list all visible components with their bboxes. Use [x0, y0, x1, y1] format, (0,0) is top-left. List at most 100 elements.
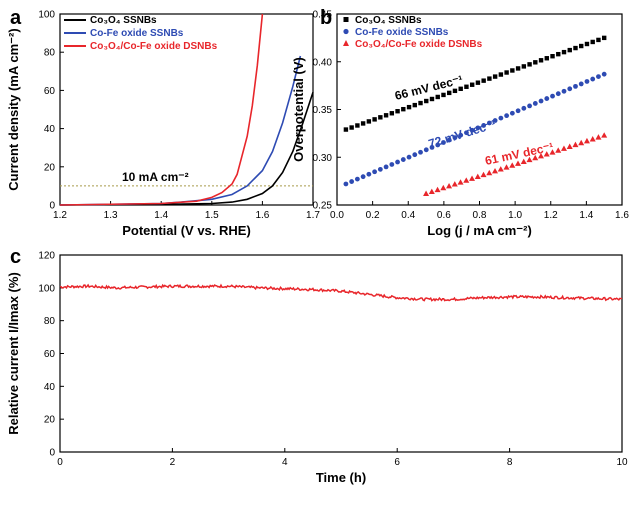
- legend-marker-b-0: [343, 17, 349, 22]
- data-point-b-0: [510, 68, 515, 73]
- data-point-b-0: [458, 86, 463, 92]
- data-point-b-2: [469, 175, 476, 181]
- y-tick-label-a: 80: [44, 48, 56, 59]
- data-point-b-1: [423, 147, 429, 153]
- x-tick-label-b: 1.2: [544, 210, 558, 221]
- data-point-b-0: [544, 56, 549, 61]
- data-point-b-2: [503, 164, 510, 170]
- y-tick-label-c: 40: [44, 382, 56, 393]
- legend-label-a-1: Co-Fe oxide SSNBs: [90, 28, 184, 39]
- series-line-a-0: [59, 92, 314, 206]
- legend-marker-b-2: [343, 40, 349, 46]
- x-tick-label-b: 1.6: [615, 210, 629, 221]
- legend-label-a-0: Co₃O₄ SSNBs: [90, 15, 157, 26]
- slope-label-b-1: 72 mV dec⁻¹: [427, 117, 498, 151]
- x-tick-label-a: 1.7: [306, 210, 320, 221]
- data-point-b-1: [504, 113, 510, 119]
- x-tick-label-a: 1.6: [255, 210, 269, 221]
- series-line-c-0: [59, 283, 623, 302]
- data-point-b-2: [451, 181, 458, 187]
- data-point-b-1: [532, 101, 538, 106]
- data-point-b-0: [492, 74, 498, 79]
- data-point-b-1: [343, 181, 349, 187]
- data-point-b-0: [412, 102, 417, 108]
- y-axis-label-a: Current density (mA cm⁻²): [6, 28, 21, 190]
- data-point-b-1: [354, 176, 360, 182]
- data-point-b-2: [549, 149, 556, 155]
- y-tick-label-b: 0.45: [313, 10, 333, 21]
- data-point-b-2: [537, 152, 544, 159]
- data-point-b-1: [464, 130, 469, 136]
- data-point-b-2: [601, 132, 608, 138]
- data-point-b-1: [441, 140, 446, 145]
- legend-label-b-1: Co-Fe oxide SSNBs: [355, 27, 449, 38]
- data-point-b-2: [428, 188, 435, 195]
- x-axis-label-a: Potential (V vs. RHE): [122, 223, 251, 238]
- data-point-b-2: [572, 141, 579, 148]
- y-tick-label-c: 60: [44, 349, 56, 360]
- data-point-b-1: [406, 154, 412, 160]
- y-axis-label-c: Relative current I/Imax (%): [6, 272, 21, 435]
- data-point-b-1: [418, 149, 423, 155]
- data-point-b-1: [366, 171, 372, 177]
- data-point-b-1: [377, 166, 383, 172]
- y-tick-label-b: 0.30: [313, 153, 333, 164]
- data-point-b-1: [435, 142, 441, 148]
- data-point-b-2: [543, 151, 550, 157]
- data-point-b-1: [498, 115, 504, 121]
- data-point-b-2: [566, 143, 573, 149]
- data-point-b-0: [424, 98, 429, 104]
- data-point-b-0: [475, 80, 481, 85]
- data-point-b-2: [526, 156, 533, 163]
- data-point-b-0: [447, 90, 452, 96]
- data-point-b-1: [389, 162, 395, 167]
- data-point-b-2: [440, 184, 447, 191]
- data-point-b-0: [435, 94, 440, 100]
- y-tick-label-a: 20: [44, 162, 56, 173]
- data-point-b-0: [441, 92, 446, 98]
- data-point-b-0: [556, 51, 561, 57]
- data-point-b-0: [527, 62, 532, 67]
- panel-label-c: c: [10, 246, 21, 268]
- data-point-b-0: [406, 104, 412, 110]
- data-point-b-2: [532, 154, 539, 161]
- data-point-b-1: [590, 76, 596, 82]
- legend-label-b-0: Co₃O₄ SSNBs: [355, 15, 422, 26]
- y-tick-label-a: 0: [49, 201, 55, 212]
- data-point-b-1: [412, 152, 418, 158]
- data-point-b-0: [579, 43, 584, 49]
- data-point-b-2: [595, 134, 602, 140]
- y-tick-label-b: 0.25: [313, 201, 333, 212]
- reference-annotation: 10 mA cm⁻²: [122, 170, 189, 184]
- data-point-b-1: [584, 79, 590, 84]
- y-tick-label-a: 40: [44, 124, 56, 135]
- data-point-b-2: [589, 136, 596, 142]
- data-point-b-0: [429, 96, 435, 102]
- y-tick-label-c: 0: [49, 448, 55, 459]
- data-point-b-0: [573, 45, 578, 51]
- y-tick-label-c: 20: [44, 415, 56, 426]
- data-point-b-1: [486, 120, 492, 126]
- data-point-b-0: [504, 70, 509, 75]
- data-point-b-1: [349, 179, 355, 184]
- plot-frame-a: [59, 13, 314, 206]
- slope-label-b-0: 66 mV dec⁻¹: [393, 72, 464, 102]
- y-tick-label-c: 80: [44, 316, 56, 327]
- x-tick-label-c: 10: [616, 457, 628, 468]
- data-point-b-2: [434, 186, 441, 193]
- y-tick-label-c: 120: [38, 251, 55, 262]
- y-axis-label-b: Overpotential (V): [291, 57, 306, 162]
- data-point-b-0: [515, 66, 521, 71]
- data-point-b-0: [366, 119, 372, 124]
- legend-marker-b-1: [343, 28, 349, 35]
- data-point-b-2: [423, 190, 430, 196]
- data-point-b-1: [475, 125, 481, 131]
- x-tick-label-c: 8: [507, 457, 513, 468]
- data-point-b-1: [383, 164, 389, 170]
- data-point-b-0: [343, 127, 349, 132]
- data-point-b-0: [395, 109, 400, 114]
- data-point-b-1: [509, 110, 515, 116]
- x-tick-label-b: 0.0: [330, 210, 344, 221]
- data-point-b-2: [555, 147, 562, 153]
- data-point-b-1: [400, 157, 406, 162]
